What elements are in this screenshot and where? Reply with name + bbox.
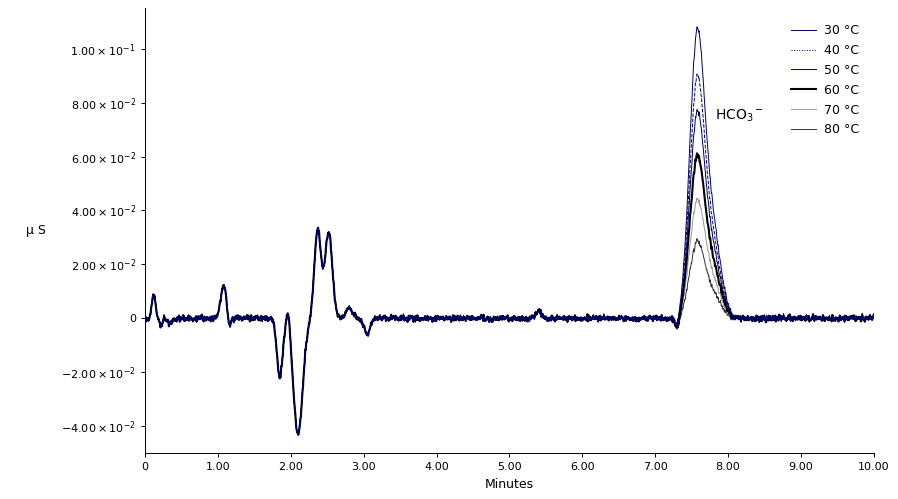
Y-axis label: μ S: μ S [26, 224, 46, 237]
Legend: 30 °C, 40 °C, 50 °C, 60 °C, 70 °C, 80 °C: 30 °C, 40 °C, 50 °C, 60 °C, 70 °C, 80 °C [787, 19, 864, 141]
X-axis label: Minutes: Minutes [485, 478, 534, 491]
Text: HCO$_3$$^-$: HCO$_3$$^-$ [715, 108, 764, 124]
